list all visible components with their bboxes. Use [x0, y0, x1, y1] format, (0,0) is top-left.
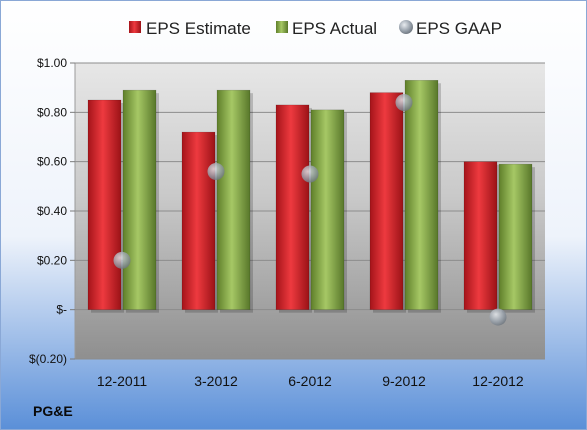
x-tick-label: 3-2012	[194, 373, 238, 389]
y-tick-label: $0.80	[37, 105, 67, 119]
legend-label-eps-estimate: EPS Estimate	[146, 19, 251, 38]
y-tick-label: $(0.20)	[29, 352, 67, 366]
legend-label-eps-gaap: EPS GAAP	[416, 19, 502, 38]
bar-eps-actual	[498, 163, 533, 310]
bar-eps-estimate	[87, 99, 122, 310]
bar-eps-estimate	[275, 104, 310, 310]
x-tick-label: 6-2012	[288, 373, 332, 389]
y-tick-label: $0.20	[37, 253, 67, 267]
legend-swatch-eps-gaap	[399, 20, 413, 34]
marker-eps-gaap	[207, 163, 225, 181]
bar-eps-actual	[310, 109, 345, 310]
bar-eps-actual	[122, 89, 157, 310]
marker-eps-gaap	[489, 308, 507, 326]
x-tick-label: 12-2012	[472, 373, 524, 389]
company-label: PG&E	[33, 403, 73, 419]
x-tick-label: 12-2011	[97, 373, 148, 389]
x-axis-labels: 12-2011 3-2012 6-2012 9-2012 12-2012	[97, 373, 524, 389]
bars	[87, 80, 535, 313]
y-tick-label: $0.60	[37, 155, 67, 169]
x-tick-label: 9-2012	[382, 373, 426, 389]
marker-eps-gaap	[113, 251, 131, 269]
y-axis-ticks: $1.00 $0.80 $0.60 $0.40 $0.20 $- $(0.20)	[29, 56, 75, 366]
y-tick-label: $1.00	[37, 56, 67, 70]
bar-eps-actual	[216, 89, 251, 310]
marker-eps-gaap	[395, 93, 413, 111]
y-tick-label: $0.40	[37, 204, 67, 218]
bar-eps-estimate	[463, 161, 498, 310]
legend-label-eps-actual: EPS Actual	[292, 19, 377, 38]
y-tick-label: $-	[56, 303, 67, 317]
legend: EPS Estimate EPS Actual EPS GAAP	[129, 19, 502, 38]
marker-eps-gaap	[301, 165, 319, 183]
gaap-markers	[113, 93, 507, 326]
bar-eps-estimate	[181, 131, 216, 310]
legend-swatch-eps-actual	[276, 21, 288, 33]
bar-eps-actual	[404, 80, 439, 310]
bar-eps-estimate	[369, 92, 404, 310]
legend-swatch-eps-estimate	[129, 21, 141, 33]
